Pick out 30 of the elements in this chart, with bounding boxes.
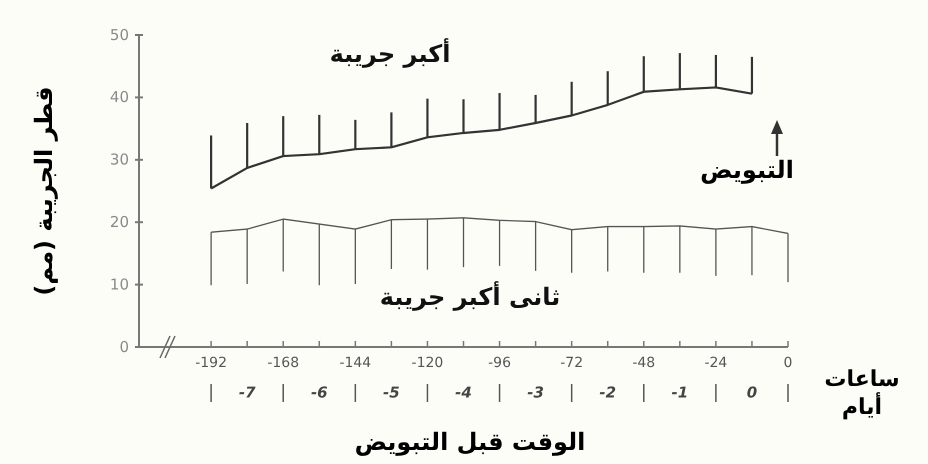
x2-tick-label: 0	[746, 384, 758, 402]
annotation: التبويض	[700, 156, 794, 184]
text: ثانى أكبر جريبة	[380, 281, 560, 311]
x-axis-title: الوقت قبل التبويض	[354, 428, 586, 456]
x2-axis-title: أيام	[842, 392, 882, 420]
x-tick-label: -168	[267, 354, 300, 371]
y-axis-title: قطر الجريبة (مم)	[30, 86, 58, 296]
x-tick-label: -144	[339, 354, 372, 371]
text: أكبر جريبة	[330, 38, 450, 68]
text: ساعات	[824, 367, 900, 392]
x-tick-label: 0	[784, 354, 792, 371]
x2-tick-label: -7	[238, 384, 256, 402]
x2-tick-label: -6	[310, 384, 328, 402]
y-tick-label: 20	[110, 213, 129, 231]
x2-tick-label: -2	[599, 384, 616, 402]
x2-tick-label: -4	[455, 384, 472, 402]
y-tick-label: 0	[119, 338, 129, 356]
x-tick-label: -96	[488, 354, 512, 371]
x-tick-label: -24	[704, 354, 728, 371]
x-tick-label: -72	[560, 354, 584, 371]
x-tick-label: -192	[195, 354, 227, 371]
x-tick-label: -48	[632, 354, 656, 371]
x2-tick-label: -1	[671, 384, 688, 402]
y-tick-label: 50	[110, 26, 129, 44]
y-tick-label: 30	[110, 150, 129, 169]
y-tick-label: 40	[110, 88, 129, 106]
x2-tick-label: -3	[527, 384, 544, 402]
x-tick-label: -120	[412, 354, 444, 371]
x2-tick-label: -5	[383, 384, 400, 402]
y-tick-label: 10	[110, 275, 129, 294]
